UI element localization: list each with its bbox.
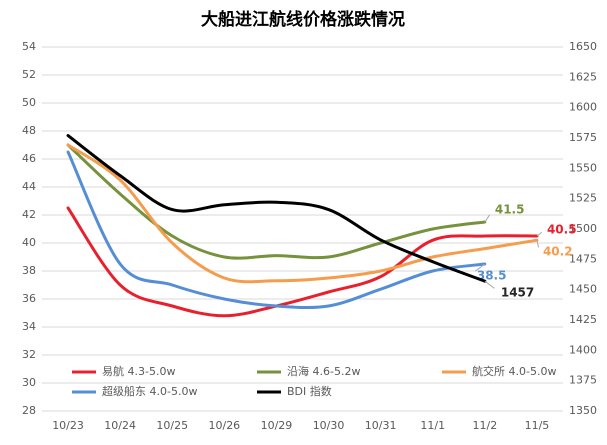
- y-tick-label: 40: [22, 236, 36, 249]
- x-tick-label: 10/25: [156, 419, 188, 432]
- y2-tick-label: 1450: [569, 283, 597, 296]
- x-tick-label: 10/29: [261, 419, 293, 432]
- y-tick-label: 30: [22, 376, 36, 389]
- y2-tick-label: 1600: [569, 101, 597, 114]
- legend-label: 易航 4.3-5.0w: [102, 364, 175, 378]
- series-line: [66, 143, 539, 284]
- y2-tick-label: 1525: [569, 192, 597, 205]
- x-tick-label: 11/1: [420, 419, 445, 432]
- chart-title: 大船进江航线价格涨跌情况: [201, 9, 405, 30]
- y2-tick-label: 1500: [569, 222, 597, 235]
- series-line: [66, 206, 539, 318]
- label-leader: [474, 263, 486, 272]
- legend-label: BDI 指数: [287, 384, 332, 398]
- y-tick-label: 32: [22, 348, 36, 361]
- label-leader: [536, 231, 543, 237]
- y-tick-label: 38: [22, 264, 36, 277]
- y2-tick-label: 1575: [569, 131, 597, 144]
- data-label: 40.5: [547, 223, 577, 237]
- x-tick-label: 11/2: [472, 419, 497, 432]
- x-tick-label: 10/24: [104, 419, 136, 432]
- y2-tick-label: 1400: [569, 343, 597, 356]
- data-label: 40.2: [543, 245, 573, 259]
- y-tick-label: 44: [22, 180, 36, 193]
- label-leader: [536, 240, 540, 248]
- legend-label: 超级船东 4.0-5.0w: [102, 384, 197, 398]
- data-label: 41.5: [495, 203, 525, 217]
- y-tick-label: 52: [22, 68, 36, 81]
- data-label: 1457: [501, 286, 534, 300]
- label-leader: [484, 280, 495, 289]
- y-tick-label: 34: [22, 320, 36, 333]
- y2-tick-label: 1375: [569, 374, 597, 387]
- x-tick-label: 10/26: [208, 419, 240, 432]
- label-leader: [484, 214, 491, 223]
- y-tick-label: 42: [22, 208, 36, 221]
- y2-tick-label: 1650: [569, 40, 597, 53]
- y-tick-label: 50: [22, 96, 36, 109]
- y-tick-label: 36: [22, 292, 36, 305]
- legend-label: 航交所 4.0-5.0w: [472, 364, 556, 378]
- y2-tick-label: 1475: [569, 252, 597, 265]
- y2-tick-label: 1425: [569, 313, 597, 326]
- series-line: [66, 150, 487, 310]
- y2-tick-label: 1625: [569, 70, 597, 83]
- y-tick-label: 46: [22, 152, 36, 165]
- data-label: 38.5: [477, 269, 507, 283]
- series-line: [66, 134, 487, 283]
- y2-tick-label: 1350: [569, 404, 597, 417]
- x-tick-label: 10/30: [313, 419, 345, 432]
- x-tick-label: 10/23: [52, 419, 84, 432]
- x-tick-label: 11/5: [525, 419, 550, 432]
- legend-label: 沿海 4.6-5.2w: [287, 364, 360, 378]
- x-tick-label: 10/31: [365, 419, 397, 432]
- y-tick-label: 54: [22, 40, 36, 53]
- y-tick-label: 28: [22, 404, 36, 417]
- series-line: [66, 143, 487, 260]
- y-tick-label: 48: [22, 124, 36, 137]
- y2-tick-label: 1550: [569, 161, 597, 174]
